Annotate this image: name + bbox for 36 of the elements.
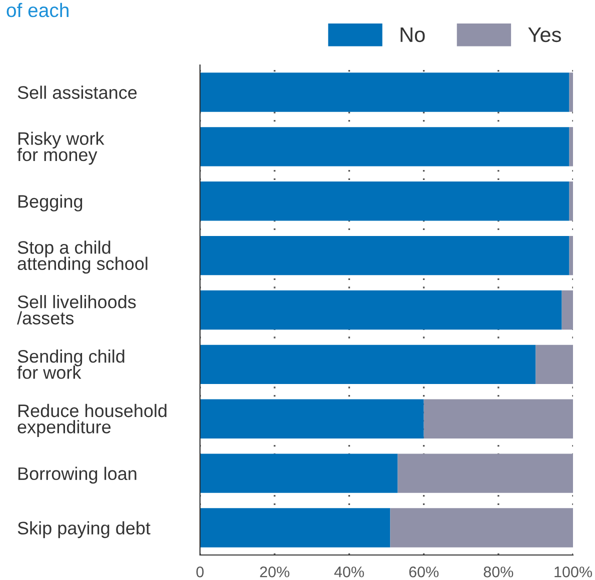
bar [569, 182, 573, 221]
y-tick-label: Skip paying debt [18, 521, 150, 538]
y-tick-label: Borrowing loan [18, 466, 136, 484]
bar [200, 127, 570, 166]
y-tick-label: Sell livelihoods /assets [17, 295, 136, 324]
y-tick-label: Stop a child attending school [18, 240, 148, 274]
text: of each [6, 2, 68, 18]
bar [200, 344, 536, 384]
bar [200, 454, 398, 493]
bar [390, 508, 573, 548]
bar [398, 454, 573, 493]
bar [200, 399, 424, 438]
legend-label: No [400, 28, 425, 42]
y-tick-label: Sending child for work [17, 349, 124, 379]
bar [536, 344, 573, 384]
y-tick-label: Risky work for money [17, 132, 104, 165]
bar [200, 290, 562, 330]
legend-label: Yes [528, 28, 561, 42]
x-tick-label: 40% [334, 566, 364, 578]
x-tick-label: 100% [554, 566, 592, 578]
bar [569, 236, 573, 276]
x-tick-label: 60% [409, 566, 439, 578]
bar [424, 399, 573, 438]
bar [200, 182, 570, 221]
y-tick-label: Reduce household expenditure [18, 404, 166, 437]
y-tick-label: Sell assistance [18, 86, 137, 99]
y-tick-label: Begging [18, 194, 82, 212]
bar [562, 290, 573, 330]
bar [200, 236, 570, 276]
bar [569, 127, 573, 166]
bar [569, 72, 573, 112]
x-tick-label: 20% [260, 566, 290, 578]
x-tick-label: 0 [196, 566, 204, 578]
bar [200, 508, 390, 548]
bar [200, 72, 570, 112]
x-tick-label: 80% [484, 566, 514, 578]
